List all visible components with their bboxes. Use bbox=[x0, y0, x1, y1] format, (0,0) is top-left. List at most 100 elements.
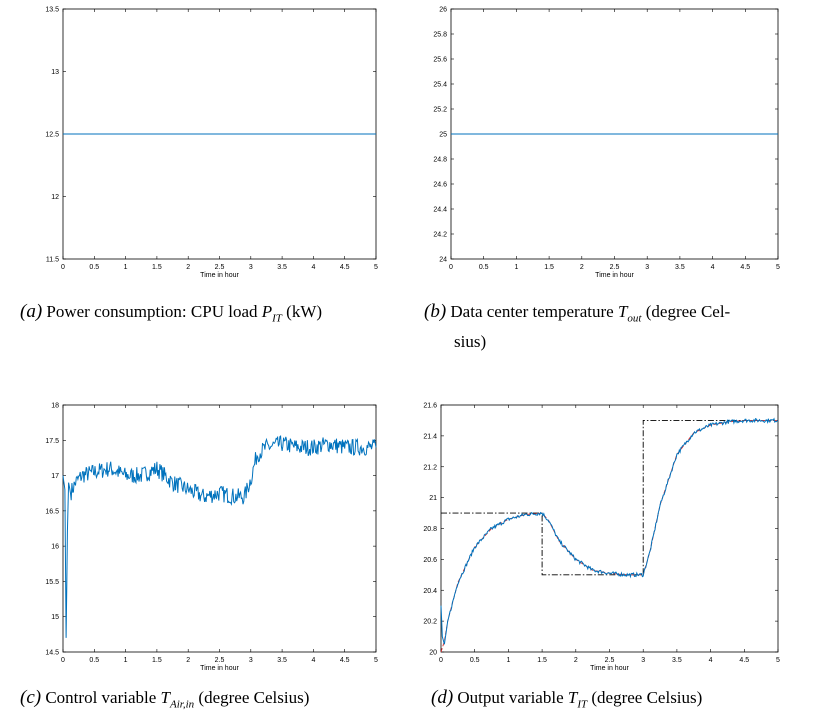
x-tick-label: 4.5 bbox=[340, 657, 350, 664]
y-tick-label: 20.8 bbox=[423, 526, 437, 533]
y-tick-label: 12.5 bbox=[45, 132, 59, 139]
x-tick-label: 1 bbox=[506, 657, 510, 664]
caption-c-tag: (c) bbox=[20, 687, 42, 708]
y-tick-label: 24 bbox=[439, 257, 447, 264]
x-tick-label: 0.5 bbox=[479, 264, 489, 271]
x-tick-label: 3 bbox=[641, 657, 645, 664]
x-tick-label: 4 bbox=[709, 657, 713, 664]
y-tick-label: 15 bbox=[51, 614, 59, 621]
caption-b: (b) Data center temperature Tout (degree… bbox=[424, 300, 814, 354]
x-tick-label: 5 bbox=[776, 264, 780, 271]
caption-b-rest1: (degree Cel- bbox=[645, 302, 731, 321]
y-tick-label: 24.2 bbox=[433, 232, 447, 239]
caption-d-subscript: IT bbox=[577, 698, 588, 711]
x-tick-label: 2 bbox=[580, 264, 584, 271]
y-tick-label: 16.5 bbox=[45, 508, 59, 515]
y-tick-label: 24.8 bbox=[433, 157, 447, 164]
caption-a-unit: (kW) bbox=[286, 302, 323, 321]
x-axis-label: Time in hour bbox=[200, 272, 239, 279]
series-line-solid bbox=[440, 417, 779, 645]
y-tick-label: 25.8 bbox=[433, 32, 447, 39]
x-tick-label: 3 bbox=[645, 264, 649, 271]
x-tick-label: 4 bbox=[711, 264, 715, 271]
x-tick-label: 3.5 bbox=[675, 264, 685, 271]
x-tick-label: 4 bbox=[311, 264, 315, 271]
x-tick-label: 5 bbox=[776, 657, 780, 664]
y-tick-label: 25 bbox=[439, 132, 447, 139]
x-axis-label: Time in hour bbox=[595, 272, 634, 279]
y-tick-label: 21 bbox=[429, 495, 437, 502]
x-tick-label: 3 bbox=[249, 657, 253, 664]
y-tick-label: 17.5 bbox=[45, 438, 59, 445]
x-tick-label: 3.5 bbox=[277, 657, 287, 664]
x-tick-label: 0.5 bbox=[470, 657, 480, 664]
caption-a-subscript: IT bbox=[272, 312, 282, 325]
caption-c-subscript: Air,in bbox=[170, 698, 195, 711]
y-tick-label: 15.5 bbox=[45, 579, 59, 586]
y-tick-label: 25.2 bbox=[433, 107, 447, 114]
y-tick-label: 14.5 bbox=[45, 650, 59, 657]
x-tick-label: 1.5 bbox=[544, 264, 554, 271]
chart-d: 0 0.5 1 1.5 2 2.5 3 3.5 4 4.5 5 20 20.2 20.4 20.6 20.8 2… bbox=[423, 403, 780, 673]
chart-b: 0 0.5 1 1.5 2 2.5 3 3.5 4 4.5 5 24 24.2 24.4 24.6 24.8 2… bbox=[433, 7, 780, 280]
x-tick-label: 0 bbox=[439, 657, 443, 664]
y-tick-label: 11.5 bbox=[46, 257, 59, 264]
x-tick-label: 2.5 bbox=[215, 657, 225, 664]
x-tick-label: 2 bbox=[186, 264, 190, 271]
caption-d: (d) Output variable TIT (degree Celsius) bbox=[431, 686, 702, 716]
x-tick-label: 2 bbox=[574, 657, 578, 664]
chart-a: 0 0.5 1 1.5 2 2.5 3 3.5 4 4.5 511.51212.51313.5Tim… bbox=[45, 7, 378, 280]
x-tick-label: 1.5 bbox=[152, 264, 162, 271]
caption-b-rest2: sius) bbox=[454, 332, 487, 352]
y-tick-label: 12 bbox=[51, 194, 59, 201]
x-tick-label: 5 bbox=[374, 264, 378, 271]
x-axis-label: Time in hour bbox=[590, 665, 629, 672]
caption-d-unit: (degree Celsius) bbox=[591, 688, 703, 707]
y-tick-label: 16 bbox=[51, 544, 59, 551]
series-line-dashed bbox=[440, 419, 778, 653]
caption-c-symbol: T bbox=[160, 688, 171, 707]
plot-frame bbox=[62, 404, 377, 653]
series-line-dashdot bbox=[441, 419, 778, 576]
x-axis-label: Time in hour bbox=[200, 665, 239, 672]
y-tick-label: 20 bbox=[429, 650, 437, 657]
caption-d-tag: (d) bbox=[431, 687, 454, 708]
caption-b-tag: (b) bbox=[424, 301, 447, 322]
x-tick-label: 2.5 bbox=[215, 264, 225, 271]
y-tick-label: 17 bbox=[51, 473, 59, 480]
x-tick-label: 4.5 bbox=[340, 264, 350, 271]
x-tick-label: 2 bbox=[186, 657, 190, 664]
x-tick-label: 3.5 bbox=[672, 657, 682, 664]
y-tick-label: 20.6 bbox=[423, 557, 437, 564]
caption-b-subscript: out bbox=[627, 312, 642, 325]
caption-a: (a) Power consumption: CPU load PIT (kW) bbox=[20, 300, 322, 330]
y-tick-label: 25.4 bbox=[433, 82, 447, 89]
y-tick-label: 21.6 bbox=[423, 403, 437, 410]
caption-c: (c) Control variable TAir,in (degree Cel… bbox=[20, 686, 309, 716]
x-tick-label: 0 bbox=[61, 657, 65, 664]
caption-a-text: Power consumption: CPU load bbox=[46, 302, 258, 321]
x-tick-label: 1 bbox=[124, 657, 128, 664]
x-tick-label: 0 bbox=[449, 264, 453, 271]
x-tick-label: 1 bbox=[124, 264, 128, 271]
x-tick-label: 1 bbox=[514, 264, 518, 271]
caption-c-text: Control variable bbox=[45, 688, 157, 707]
caption-d-symbol: T bbox=[567, 688, 578, 707]
chart-c: 0 0.5 1 1.5 2 2.5 3 3.5 4 4.5 5 14.5 15 15.5 16 16.5 17 1… bbox=[45, 403, 378, 673]
x-tick-label: 0 bbox=[61, 264, 65, 271]
caption-a-tag: (a) bbox=[20, 301, 43, 322]
y-tick-label: 13.5 bbox=[45, 7, 59, 14]
x-tick-label: 0.5 bbox=[89, 657, 99, 664]
caption-c-unit: (degree Celsius) bbox=[198, 688, 310, 707]
x-tick-label: 5 bbox=[374, 657, 378, 664]
y-tick-label: 21.4 bbox=[423, 433, 437, 440]
x-tick-label: 2.5 bbox=[605, 657, 615, 664]
x-tick-label: 2.5 bbox=[610, 264, 620, 271]
y-tick-label: 21.2 bbox=[423, 464, 437, 471]
x-tick-label: 3 bbox=[249, 264, 253, 271]
y-tick-label: 24.4 bbox=[433, 207, 447, 214]
x-tick-label: 1.5 bbox=[152, 657, 162, 664]
x-tick-label: 3.5 bbox=[277, 264, 287, 271]
y-tick-label: 20.2 bbox=[423, 619, 437, 626]
